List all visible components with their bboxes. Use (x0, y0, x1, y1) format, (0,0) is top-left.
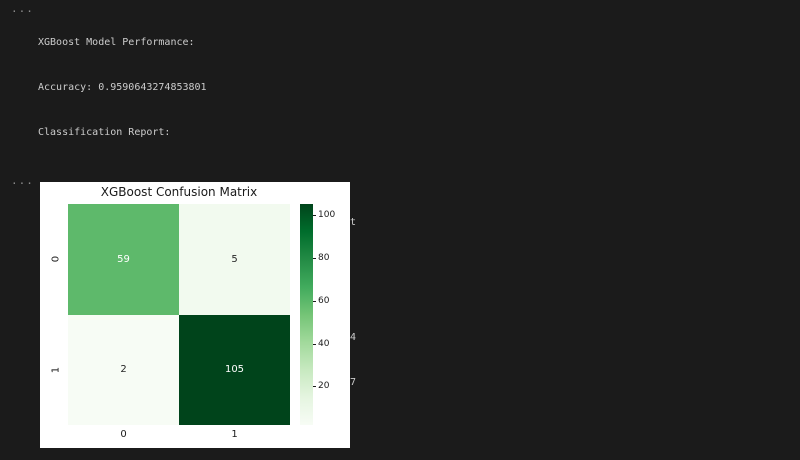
heatmap: 59 5 2 105 (68, 204, 290, 425)
chart-title: XGBoost Confusion Matrix (100, 185, 258, 199)
x-axis-tick-label-0: 0 (120, 429, 127, 440)
colorbar-tick-label-60: 60 (318, 296, 330, 306)
colorbar-tick-mark (313, 258, 316, 259)
colorbar-tick-mark (313, 215, 316, 216)
model-performance-heading: XGBoost Model Performance: (38, 37, 195, 48)
heatmap-cell-r0c0: 59 (68, 204, 179, 315)
colorbar-tick-label-80: 80 (318, 253, 330, 263)
heatmap-cell-r0c1: 5 (179, 204, 290, 315)
confusion-matrix-figure: XGBoost Confusion Matrix 59 5 2 105 0 1 … (40, 182, 350, 448)
y-axis-tick-label-1: 1 (50, 366, 62, 374)
colorbar-tick-mark (313, 386, 316, 387)
x-axis-tick-labels: 0 1 (68, 429, 290, 440)
colorbar-tick-label-20: 20 (318, 381, 330, 391)
accuracy-line: Accuracy: 0.9590643274853801 (38, 82, 207, 93)
colorbar-gradient (300, 204, 313, 425)
plot-collapse-toggle-text[interactable]: ··· (11, 177, 34, 190)
heatmap-cell-r1c1: 105 (179, 314, 290, 425)
heatmap-cell-r1c0: 2 (68, 314, 179, 425)
colorbar-tick-mark (313, 301, 316, 302)
classification-report-heading: Classification Report: (38, 127, 171, 138)
colorbar-tick-mark (313, 344, 316, 345)
y-axis-tick-label-0: 0 (50, 255, 62, 263)
x-axis-tick-label-1: 1 (231, 429, 238, 440)
colorbar-tick-label-40: 40 (318, 339, 330, 349)
output-collapse-toggle-text[interactable]: ··· (11, 5, 34, 18)
colorbar-tick-label-100: 100 (318, 210, 336, 220)
